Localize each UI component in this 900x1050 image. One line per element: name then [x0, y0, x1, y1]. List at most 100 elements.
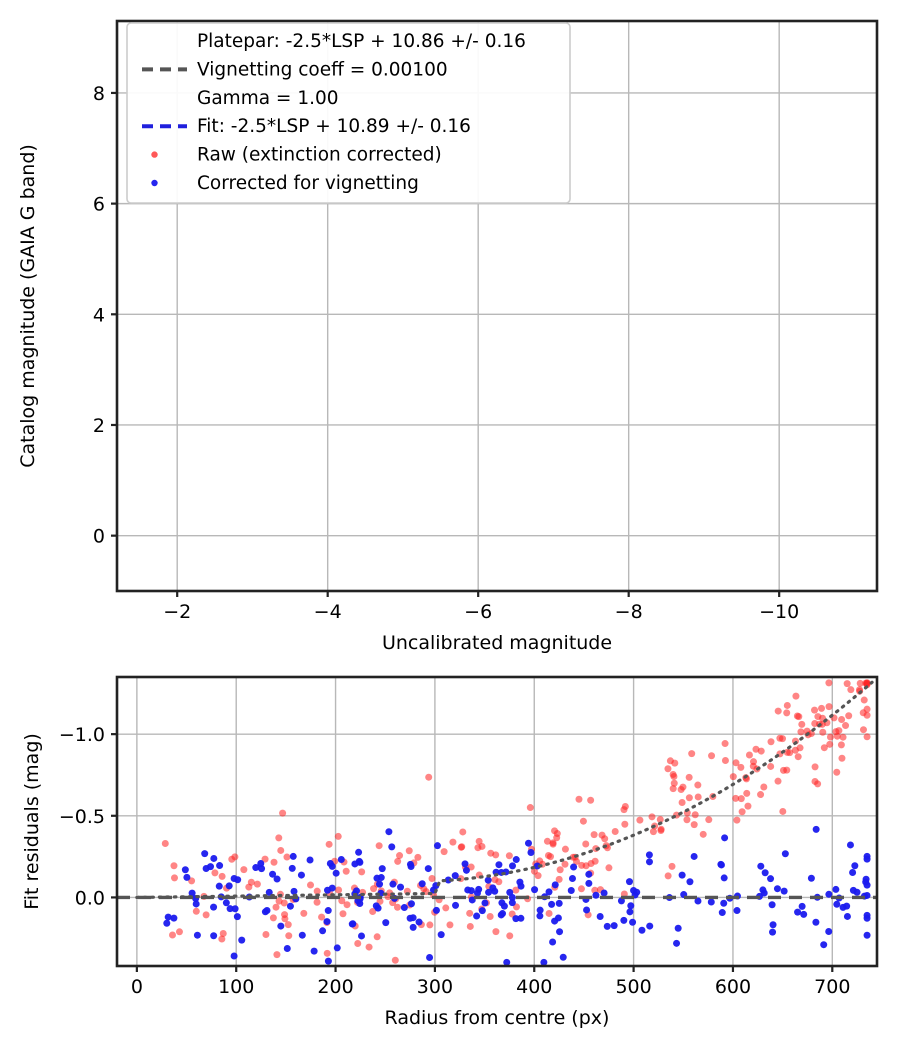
scatter-point [426, 921, 434, 929]
scatter-point [485, 888, 493, 896]
scatter-point [570, 863, 578, 871]
scatter-point [169, 931, 176, 939]
y-tick-label: 8 [93, 83, 105, 105]
scatter-point [440, 848, 448, 856]
scatter-point [503, 958, 511, 966]
scatter-point [219, 930, 227, 938]
scatter-point [611, 828, 619, 836]
scatter-point [279, 809, 287, 817]
scatter-point [555, 899, 563, 907]
scatter-point [845, 712, 853, 720]
legend: Platepar: -2.5*LSP + 10.86 +/- 0.16 Vigne… [126, 22, 571, 204]
scatter-point [353, 887, 361, 895]
scatter-point [285, 932, 293, 940]
scatter-point [812, 918, 820, 926]
scatter-point [733, 816, 741, 824]
scatter-point [170, 874, 178, 882]
scatter-point [457, 843, 465, 851]
scatter-point [506, 932, 514, 940]
scatter-point [527, 849, 535, 857]
scatter-point [526, 804, 534, 812]
scatter-point [600, 889, 608, 897]
scatter-point [556, 866, 564, 874]
scatter-point [273, 875, 281, 883]
legend-marker-raw-dot [151, 151, 158, 158]
y-tick-label: 0.0 [75, 887, 105, 909]
scatter-point [335, 886, 343, 894]
scatter-point [798, 720, 806, 728]
scatter-point [433, 842, 441, 850]
scatter-point [222, 899, 230, 907]
scatter-point [832, 728, 840, 736]
scatter-point [800, 910, 808, 918]
scatter-point [497, 911, 505, 919]
scatter-point [298, 931, 306, 939]
scatter-point [767, 875, 775, 883]
scatter-point [426, 954, 434, 962]
scatter-point [732, 759, 740, 767]
scatter-point [657, 826, 665, 834]
scatter-point [286, 902, 294, 910]
scatter-point [625, 878, 633, 886]
scatter-point [425, 773, 433, 781]
scatter-point [729, 773, 737, 781]
scatter-point [797, 728, 805, 736]
scatter-point [592, 891, 600, 899]
scatter-point [863, 931, 871, 939]
scatter-point [281, 915, 289, 923]
scatter-point [819, 728, 827, 736]
scatter-point [707, 898, 715, 906]
legend-label-raw: Raw (extinction corrected) [197, 145, 442, 166]
legend-label-gamma: Gamma = 1.00 [197, 88, 339, 109]
scatter-point [192, 900, 200, 908]
scatter-point [451, 872, 459, 880]
scatter-point [686, 878, 694, 886]
scatter-point [323, 918, 331, 926]
scatter-point [863, 855, 871, 863]
scatter-point [332, 869, 340, 877]
scatter-point [798, 902, 806, 910]
scatter-point [691, 811, 699, 819]
scatter-point [674, 924, 682, 932]
scatter-point [708, 752, 716, 760]
y-tick-label: 6 [93, 194, 105, 216]
scatter-point [587, 860, 595, 868]
scatter-point [349, 920, 357, 928]
scatter-point [767, 762, 775, 770]
scatter-point [240, 866, 248, 874]
scatter-point [636, 816, 644, 824]
scatter-point [847, 686, 855, 694]
scatter-point [437, 931, 445, 939]
scatter-point [536, 912, 544, 920]
scatter-point [610, 922, 618, 930]
scatter-point [601, 835, 609, 843]
scatter-point [839, 903, 847, 911]
scatter-series [161, 679, 871, 964]
scatter-point [757, 791, 765, 799]
scatter-point [825, 890, 833, 898]
scatter-point [290, 887, 298, 895]
scatter-point [718, 909, 726, 917]
scatter-point [467, 887, 475, 895]
scatter-point [825, 928, 833, 936]
scatter-point [388, 843, 396, 851]
scatter-point [247, 878, 255, 886]
scatter-point [849, 868, 857, 876]
scatter-point [673, 939, 681, 947]
scatter-point [512, 856, 520, 864]
scatter-point [215, 882, 223, 890]
scatter-point [678, 871, 686, 879]
scatter-point [351, 860, 359, 868]
scatter-point [318, 913, 326, 921]
scatter-point [491, 887, 499, 895]
scatter-point [774, 707, 782, 715]
scatter-point [678, 798, 686, 806]
scatter-point [313, 887, 321, 895]
scatter-point [378, 865, 386, 873]
scatter-point [820, 941, 828, 949]
scatter-point [400, 904, 408, 912]
scatter-point [551, 881, 559, 889]
scatter-point [649, 828, 657, 836]
legend-box [126, 22, 571, 204]
